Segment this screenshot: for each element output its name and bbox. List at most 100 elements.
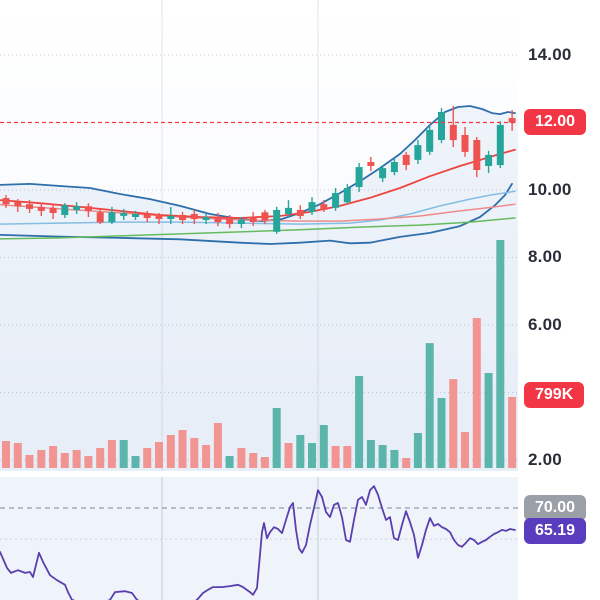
candle-body[interactable] [108,212,116,223]
volume-bar[interactable] [284,443,293,468]
volume-bar[interactable] [461,432,469,468]
candle-body[interactable] [261,212,269,221]
volume-bar[interactable] [37,450,46,468]
candle-body[interactable] [190,214,198,220]
candle-body[interactable] [320,204,328,210]
candle-body[interactable] [485,154,493,166]
candle-body[interactable] [473,140,481,170]
volume-bar[interactable] [107,440,116,468]
candle-body[interactable] [61,205,69,215]
volume-bar[interactable] [378,445,387,468]
rsi-line[interactable] [0,485,516,600]
candle-body[interactable] [167,216,175,219]
volume-bar[interactable] [260,457,269,468]
candle-body[interactable] [14,202,22,207]
candle-body[interactable] [449,124,457,141]
volume-bar[interactable] [331,446,340,468]
candle-body[interactable] [202,217,210,220]
volume-bar[interactable] [237,448,246,468]
volume-bar[interactable] [249,453,258,468]
volume-bar[interactable] [213,423,222,468]
volume-bar[interactable] [355,376,364,468]
volume-bar[interactable] [60,453,69,468]
candle-body[interactable] [37,206,45,211]
volume-bar[interactable] [143,448,152,468]
candle-body[interactable] [496,124,504,166]
volume-bar[interactable] [119,440,128,468]
candle-body[interactable] [390,162,398,173]
volume-bar[interactable] [72,450,81,468]
volume-bar[interactable] [496,240,505,468]
candle-body[interactable] [402,154,410,165]
candle-body[interactable] [226,218,234,225]
volume-bar[interactable] [131,456,140,468]
volume-bar[interactable] [25,455,34,468]
candle-body[interactable] [84,206,92,211]
line-band-lower[interactable] [0,182,513,245]
volume-bar[interactable] [2,441,10,468]
volume-bar[interactable] [319,425,328,468]
candle-body[interactable] [461,135,469,152]
volume-bar[interactable] [484,373,493,468]
volume-bar[interactable] [272,408,281,468]
volume-bar[interactable] [402,458,411,468]
candle-body[interactable] [2,198,10,205]
candle-body[interactable] [285,207,292,214]
volume-bar[interactable] [390,450,399,468]
volume-bar[interactable] [155,442,163,468]
candle-body[interactable] [296,209,304,216]
line-ma-slow-salmon[interactable] [0,203,516,222]
line-ma-light-blue[interactable] [0,190,516,225]
volume-bar[interactable] [308,443,316,468]
candle-body[interactable] [132,214,139,217]
volume-bar[interactable] [343,446,352,468]
candle-body[interactable] [214,217,222,223]
candle-body[interactable] [179,215,186,221]
volume-bar[interactable] [366,440,375,468]
candle-body[interactable] [237,220,245,224]
candle-body[interactable] [273,209,281,232]
volume-bar[interactable] [13,443,22,468]
volume-bar[interactable] [425,343,434,468]
candle-body[interactable] [438,112,445,140]
volume-bars-layer[interactable] [2,240,517,468]
price-pane[interactable] [0,0,518,471]
candle-body[interactable] [49,207,57,213]
volume-bar[interactable] [96,448,105,468]
volume-bar[interactable] [225,456,234,468]
candle-body[interactable] [308,202,316,212]
line-band-upper[interactable] [0,105,516,223]
volume-bar[interactable] [296,435,305,468]
candle-body[interactable] [414,145,422,160]
candle-body[interactable] [367,162,375,166]
candle-body[interactable] [96,212,104,223]
candle-body[interactable] [343,188,351,203]
candle-body[interactable] [332,193,340,208]
volume-bar[interactable] [166,435,175,468]
volume-bar[interactable] [178,430,187,468]
candles-layer[interactable] [2,106,516,234]
volume-bar[interactable] [449,379,458,468]
candle-body[interactable] [26,204,33,209]
candle-body[interactable] [355,167,363,187]
candle-body[interactable] [73,206,81,210]
candle-body[interactable] [379,168,387,179]
candle-body[interactable] [155,216,163,219]
volume-bar[interactable] [508,397,517,468]
volume-bar[interactable] [437,398,446,468]
volume-bar[interactable] [49,446,58,468]
line-ma-green[interactable] [0,217,516,240]
candle-body[interactable] [143,214,151,218]
price-axis[interactable]: 12.00 799K 70.00 65.19 14.00 10.00 8.00 6.0… [518,0,600,600]
volume-bar[interactable] [84,456,93,468]
candle-body[interactable] [426,129,434,152]
candle-body[interactable] [249,218,257,222]
volume-bar[interactable] [472,318,481,468]
candle-body[interactable] [120,212,128,216]
volume-bar[interactable] [190,438,199,468]
rsi-pane[interactable] [0,477,518,600]
volume-bar[interactable] [413,433,422,468]
candle-body[interactable] [508,118,516,123]
volume-bar[interactable] [202,445,211,468]
